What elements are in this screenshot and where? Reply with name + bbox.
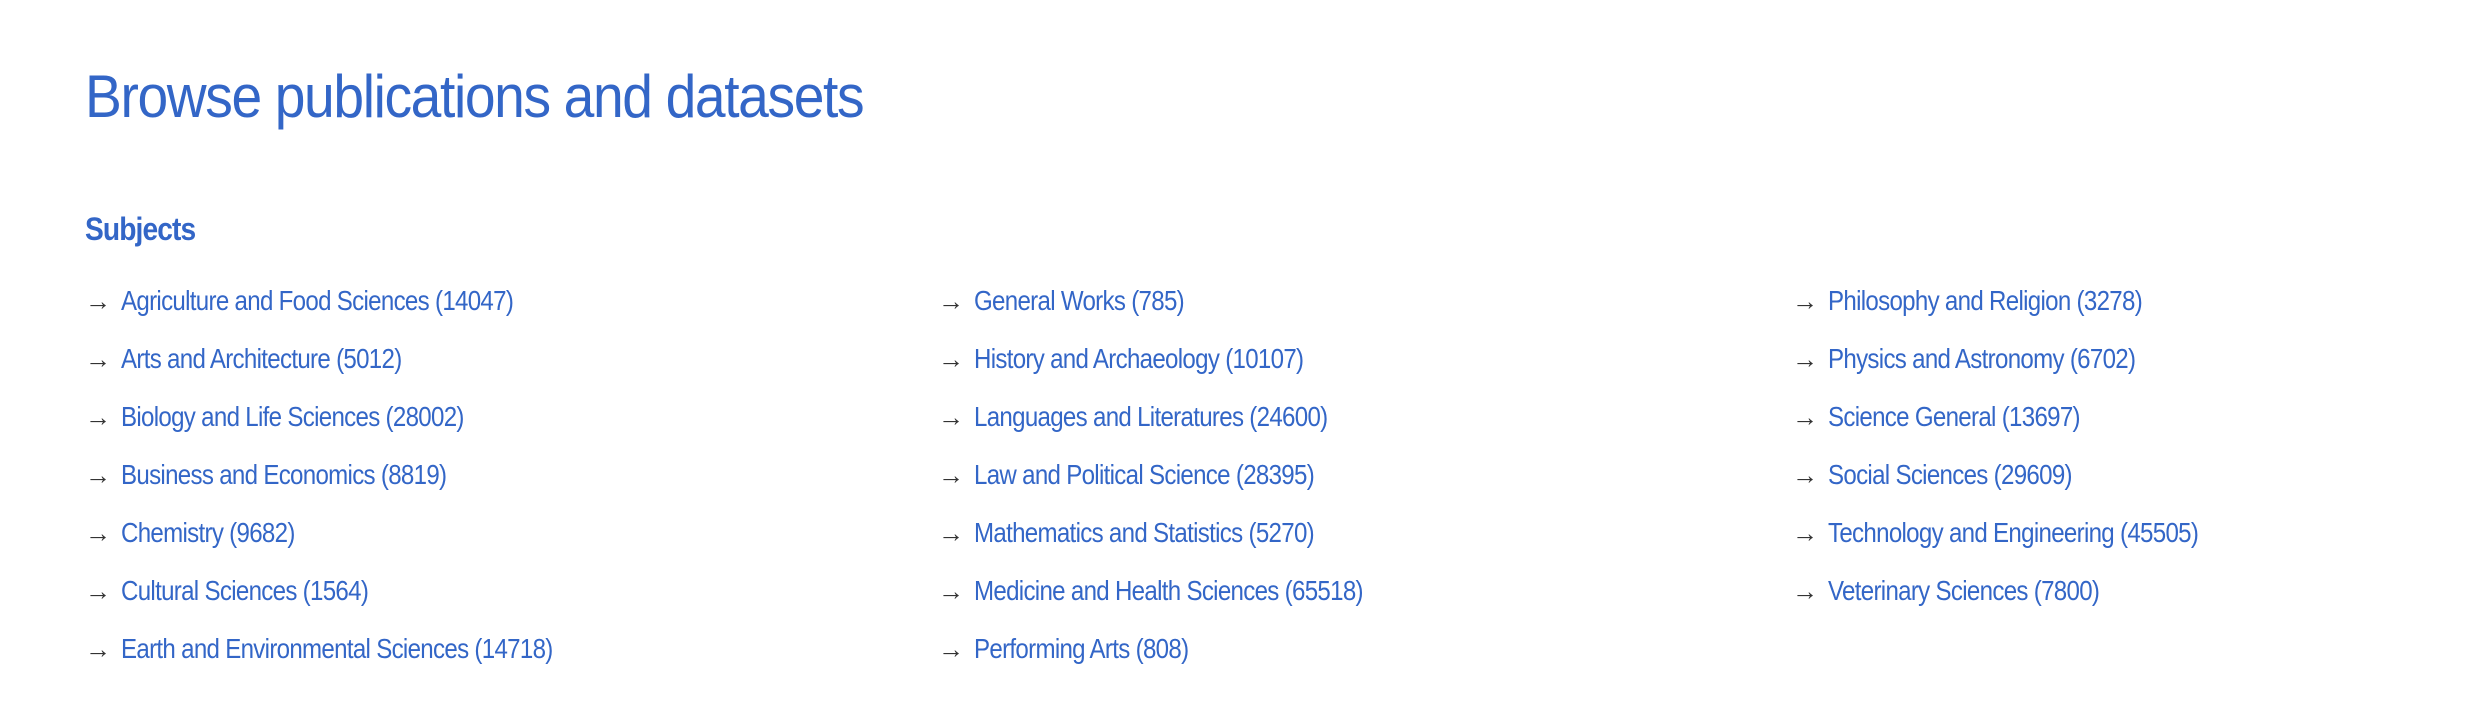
subjects-column-1: → Agriculture and Food Sciences (14047) → A… [85, 272, 623, 678]
subject-link[interactable]: Physics and Astronomy (6702) [1828, 343, 2136, 374]
subject-link[interactable]: Philosophy and Religion (3278) [1828, 285, 2143, 316]
subject-link[interactable]: General Works (785) [974, 285, 1185, 316]
arrow-right-icon: → [85, 575, 111, 606]
subject-item: → Veterinary Sciences (7800) [1792, 562, 2258, 620]
arrow-right-icon: → [938, 633, 964, 664]
page-title: Browse publications and datasets [85, 63, 865, 130]
subject-item: → Business and Economics (8819) [85, 446, 623, 504]
arrow-right-icon: → [1792, 343, 1818, 374]
subject-link[interactable]: Biology and Life Sciences (28002) [121, 401, 464, 432]
subject-item: → Chemistry (9682) [85, 504, 623, 562]
arrow-right-icon: → [1792, 285, 1818, 316]
arrow-right-icon: → [938, 401, 964, 432]
arrow-right-icon: → [85, 459, 111, 490]
subject-link[interactable]: Social Sciences (29609) [1828, 459, 2073, 490]
arrow-right-icon: → [938, 343, 964, 374]
arrow-right-icon: → [938, 575, 964, 606]
subject-item: → History and Archaeology (10107) [938, 330, 1426, 388]
subject-item: → Cultural Sciences (1564) [85, 562, 623, 620]
subject-item: → Mathematics and Statistics (5270) [938, 504, 1426, 562]
subject-link[interactable]: History and Archaeology (10107) [974, 343, 1304, 374]
arrow-right-icon: → [85, 343, 111, 374]
arrow-right-icon: → [1792, 459, 1818, 490]
subjects-heading: Subjects [85, 211, 196, 247]
subject-item: → Languages and Literatures (24600) [938, 388, 1426, 446]
subject-link[interactable]: Chemistry (9682) [121, 517, 295, 548]
subject-item: → Science General (13697) [1792, 388, 2258, 446]
arrow-right-icon: → [938, 517, 964, 548]
subject-item: → Social Sciences (29609) [1792, 446, 2258, 504]
subject-item: → Performing Arts (808) [938, 620, 1426, 678]
subject-link[interactable]: Cultural Sciences (1564) [121, 575, 369, 606]
subject-item: → Biology and Life Sciences (28002) [85, 388, 623, 446]
subject-link[interactable]: Agriculture and Food Sciences (14047) [121, 285, 514, 316]
subject-item: → Physics and Astronomy (6702) [1792, 330, 2258, 388]
subject-link[interactable]: Technology and Engineering (45505) [1828, 517, 2199, 548]
arrow-right-icon: → [1792, 517, 1818, 548]
subject-link[interactable]: Science General (13697) [1828, 401, 2081, 432]
subject-item: → Medicine and Health Sciences (65518) [938, 562, 1426, 620]
subject-link[interactable]: Languages and Literatures (24600) [974, 401, 1328, 432]
arrow-right-icon: → [1792, 401, 1818, 432]
subject-item: → General Works (785) [938, 272, 1426, 330]
subject-link[interactable]: Veterinary Sciences (7800) [1828, 575, 2100, 606]
subject-link[interactable]: Medicine and Health Sciences (65518) [974, 575, 1364, 606]
arrow-right-icon: → [85, 633, 111, 664]
subject-link[interactable]: Performing Arts (808) [974, 633, 1189, 664]
arrow-right-icon: → [85, 285, 111, 316]
arrow-right-icon: → [1792, 575, 1818, 606]
subject-link[interactable]: Mathematics and Statistics (5270) [974, 517, 1315, 548]
subjects-column-2: → General Works (785) → History and Archaeo… [938, 272, 1426, 678]
subject-item: → Philosophy and Religion (3278) [1792, 272, 2258, 330]
arrow-right-icon: → [938, 285, 964, 316]
arrow-right-icon: → [85, 517, 111, 548]
subjects-column-3: → Philosophy and Religion (3278) → Physics … [1792, 272, 2258, 620]
subject-item: → Technology and Engineering (45505) [1792, 504, 2258, 562]
subject-link[interactable]: Law and Political Science (28395) [974, 459, 1315, 490]
arrow-right-icon: → [938, 459, 964, 490]
subject-item: → Agriculture and Food Sciences (14047) [85, 272, 623, 330]
subject-link[interactable]: Business and Economics (8819) [121, 459, 447, 490]
arrow-right-icon: → [85, 401, 111, 432]
subject-item: → Arts and Architecture (5012) [85, 330, 623, 388]
subject-item: → Earth and Environmental Sciences (14718… [85, 620, 623, 678]
subject-item: → Law and Political Science (28395) [938, 446, 1426, 504]
subject-link[interactable]: Earth and Environmental Sciences (14718) [121, 633, 553, 664]
subject-link[interactable]: Arts and Architecture (5012) [121, 343, 402, 374]
